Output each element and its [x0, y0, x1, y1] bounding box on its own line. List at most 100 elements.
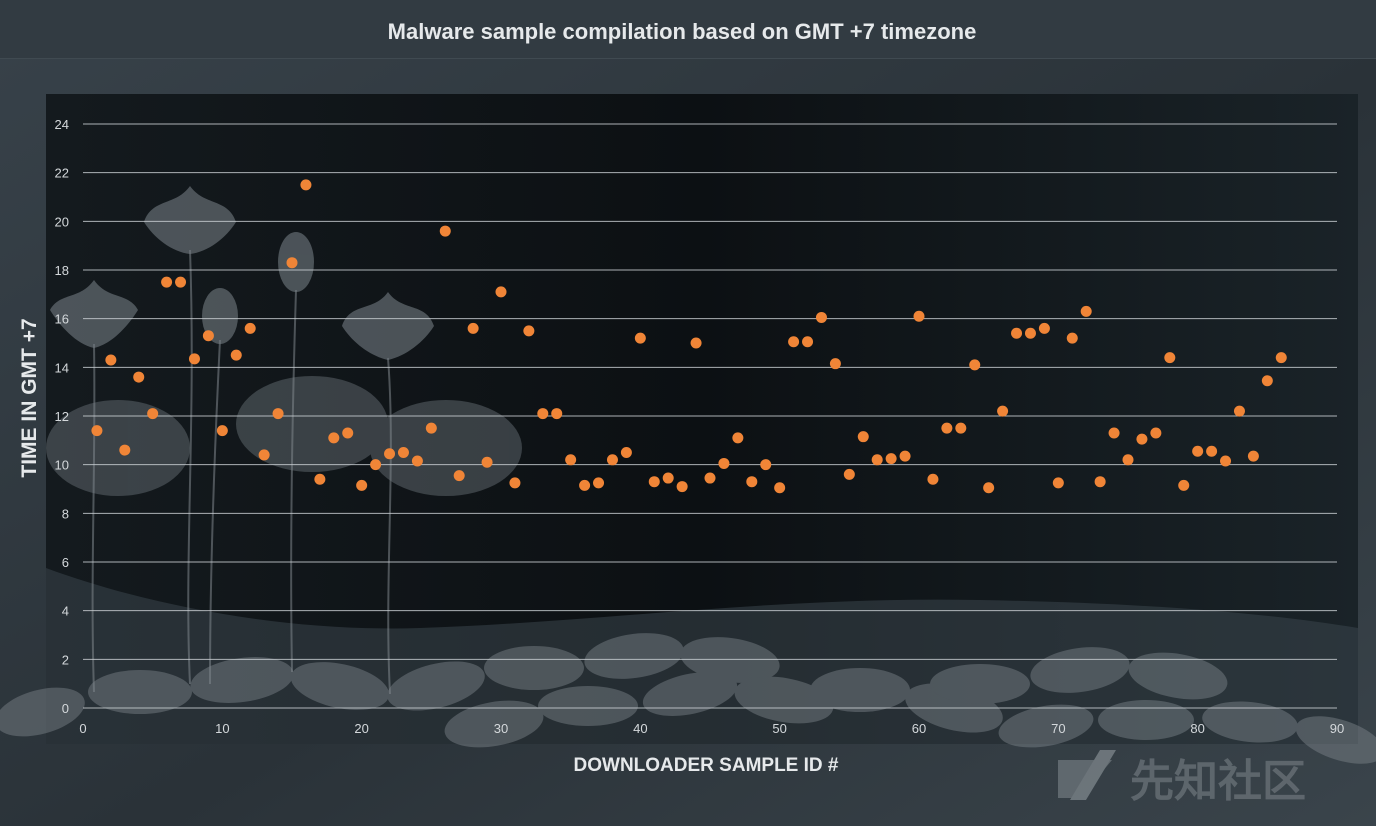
y-tick-label: 14 [55, 360, 69, 375]
data-point [105, 354, 117, 366]
data-point [1233, 405, 1245, 417]
data-point [314, 473, 326, 485]
data-point [342, 427, 354, 439]
data-point [1038, 322, 1050, 334]
data-point [927, 473, 939, 485]
data-point [1150, 427, 1162, 439]
x-tick-label: 60 [912, 721, 926, 736]
y-tick-label: 0 [62, 701, 69, 716]
data-point [258, 449, 270, 461]
data-point [202, 330, 214, 342]
data-point [1052, 477, 1064, 489]
decorative-lotus-stems [91, 249, 392, 695]
data-point [843, 468, 855, 480]
y-tick-label: 24 [55, 117, 69, 132]
data-point [969, 359, 981, 371]
watermark-logo-slash [1070, 750, 1116, 800]
data-point [272, 408, 284, 420]
x-tick-label: 20 [354, 721, 368, 736]
data-point [1206, 445, 1218, 457]
data-point [425, 422, 437, 434]
title-band [0, 0, 1376, 58]
data-point [551, 408, 563, 420]
data-point [188, 353, 200, 365]
data-point [411, 455, 423, 467]
data-point [565, 454, 577, 466]
data-point [941, 422, 953, 434]
y-tick-label: 4 [62, 604, 69, 619]
y-tick-label: 16 [55, 312, 69, 327]
data-point [802, 336, 814, 348]
data-point [997, 405, 1009, 417]
x-tick-label: 90 [1330, 721, 1344, 736]
data-point [690, 337, 702, 349]
y-tick-label: 10 [55, 458, 69, 473]
data-point [467, 322, 479, 334]
data-point [634, 332, 646, 344]
data-point [1080, 305, 1092, 317]
decorative-lotus-flowers [50, 186, 434, 360]
y-tick-label: 8 [62, 506, 69, 521]
data-point [913, 310, 925, 322]
data-point [384, 448, 396, 460]
data-point [620, 447, 632, 458]
data-point [676, 481, 688, 493]
data-point [1011, 327, 1023, 339]
data-point [481, 456, 493, 468]
data-point [788, 336, 800, 348]
x-tick-label: 80 [1190, 721, 1204, 736]
data-point [147, 408, 159, 420]
data-point [1066, 332, 1078, 344]
y-tick-label: 6 [62, 555, 69, 570]
data-point [829, 358, 841, 370]
data-point [439, 225, 451, 237]
data-point [370, 459, 382, 471]
data-point [857, 431, 869, 443]
data-point [955, 422, 967, 434]
data-point [1094, 476, 1106, 488]
data-point [453, 470, 465, 482]
data-point [732, 432, 744, 444]
data-point [495, 286, 507, 298]
data-point [746, 476, 758, 488]
data-point [815, 311, 827, 323]
data-point [1122, 454, 1134, 466]
data-point [1108, 427, 1120, 439]
data-point [119, 444, 131, 456]
data-points [91, 179, 1287, 494]
data-point [648, 476, 660, 488]
data-point [899, 450, 911, 462]
decorative-leaf-row [0, 633, 1376, 764]
y-tick-label: 18 [55, 263, 69, 278]
data-point [1192, 445, 1204, 457]
data-point [1261, 375, 1273, 387]
data-point [300, 179, 312, 191]
chart-title: Malware sample compilation based on GMT … [388, 19, 977, 44]
data-point [216, 425, 228, 437]
gridlines [83, 123, 1337, 709]
data-point [774, 482, 786, 494]
data-point [133, 371, 145, 383]
data-point [1178, 479, 1190, 491]
y-axis-title: TIME IN GMT +7 [18, 318, 41, 477]
x-tick-label: 40 [633, 721, 647, 736]
decorative-ground-wave [46, 568, 1358, 744]
data-point [606, 454, 618, 466]
data-point [1024, 327, 1036, 339]
data-point [328, 432, 340, 444]
y-tick-label: 12 [55, 409, 69, 424]
data-point [1247, 450, 1259, 462]
x-tick-label: 30 [494, 721, 508, 736]
data-point [523, 325, 535, 337]
data-point [91, 425, 103, 437]
y-tick-label: 2 [62, 652, 69, 667]
data-point [244, 322, 256, 334]
data-point [871, 454, 883, 466]
x-tick-label: 0 [79, 721, 86, 736]
data-point [760, 459, 772, 471]
data-point [662, 472, 674, 484]
data-point [704, 472, 716, 484]
